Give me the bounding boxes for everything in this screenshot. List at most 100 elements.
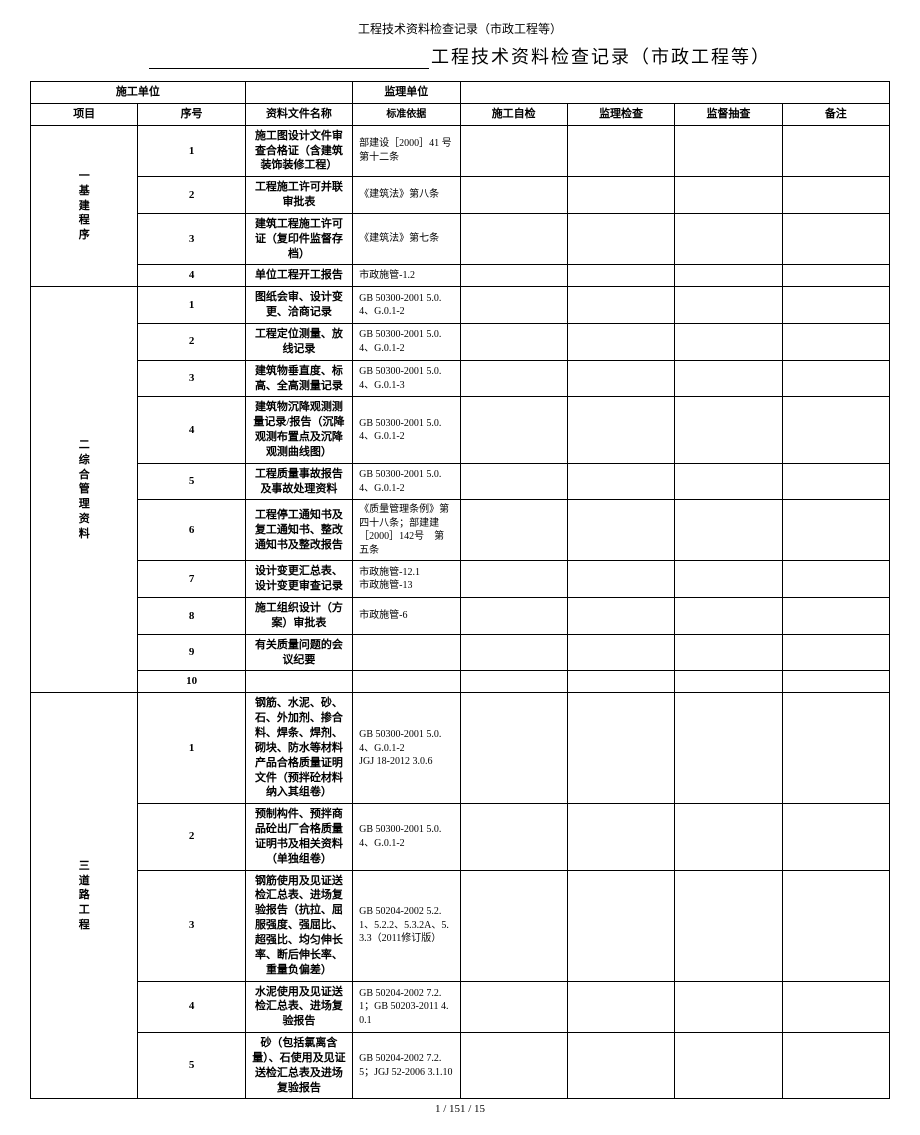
- row-standard: [353, 671, 460, 693]
- row-note: [782, 360, 889, 397]
- head-selfcheck: 施工自检: [460, 103, 567, 125]
- row-govcheck: [675, 360, 782, 397]
- row-standard: 《建筑法》第七条: [353, 213, 460, 265]
- head-project: 项目: [31, 103, 138, 125]
- row-selfcheck: [460, 671, 567, 693]
- row-selfcheck: [460, 634, 567, 671]
- row-supcheck: [567, 634, 674, 671]
- row-note: [782, 213, 889, 265]
- row-docname: 钢筋、水泥、砂、石、外加剂、掺合料、焊条、焊剂、砌块、防水等材料产品合格质量证明…: [245, 693, 352, 804]
- table-row: 10: [31, 671, 890, 693]
- main-table: 施工单位 监理单位 项目 序号 资料文件名称 标准依据 施工自检 监理检查 监督…: [30, 81, 890, 1099]
- table-row: 3建筑工程施工许可证（复印件监督存档）《建筑法》第七条: [31, 213, 890, 265]
- row-seq: 7: [138, 561, 245, 598]
- row-standard: GB 50300-2001 5.0.4、G.0.1-2: [353, 397, 460, 463]
- row-govcheck: [675, 981, 782, 1033]
- table-row: 4建筑物沉降观测测量记录/报告（沉降观测布置点及沉降观测曲线图）GB 50300…: [31, 397, 890, 463]
- row-selfcheck: [460, 360, 567, 397]
- row-note: [782, 981, 889, 1033]
- row-note: [782, 323, 889, 360]
- table-row: 二综合管理资料1图纸会审、设计变更、洽商记录GB 50300-2001 5.0.…: [31, 287, 890, 324]
- row-supcheck: [567, 981, 674, 1033]
- row-supcheck: [567, 177, 674, 214]
- row-govcheck: [675, 671, 782, 693]
- row-govcheck: [675, 265, 782, 287]
- row-standard: GB 50204-2002 7.2.5；JGJ 52-2006 3.1.10: [353, 1033, 460, 1099]
- row-standard: GB 50300-2001 5.0.4、G.0.1-2: [353, 287, 460, 324]
- row-standard: 市政施管-1.2: [353, 265, 460, 287]
- row-docname: 工程定位测量、放线记录: [245, 323, 352, 360]
- row-note: [782, 693, 889, 804]
- row-govcheck: [675, 177, 782, 214]
- row-govcheck: [675, 213, 782, 265]
- row-govcheck: [675, 500, 782, 561]
- row-docname: 建筑工程施工许可证（复印件监督存档）: [245, 213, 352, 265]
- row-selfcheck: [460, 323, 567, 360]
- row-supcheck: [567, 213, 674, 265]
- row-govcheck: [675, 323, 782, 360]
- row-standard: GB 50204-2002 7.2.1；GB 50203-2011 4.0.1: [353, 981, 460, 1033]
- head-docname: 资料文件名称: [245, 103, 352, 125]
- row-supcheck: [567, 265, 674, 287]
- row-seq: 3: [138, 360, 245, 397]
- row-seq: 1: [138, 693, 245, 804]
- row-seq: 2: [138, 323, 245, 360]
- row-seq: 3: [138, 870, 245, 981]
- row-seq: 6: [138, 500, 245, 561]
- row-supcheck: [567, 1033, 674, 1099]
- row-note: [782, 870, 889, 981]
- table-row: 6工程停工通知书及复工通知书、整改通知书及整改报告《质量管理条例》第四十八条；部…: [31, 500, 890, 561]
- head-standard: 标准依据: [353, 103, 460, 125]
- row-standard: GB 50300-2001 5.0.4、G.0.1-2: [353, 463, 460, 500]
- row-docname: 有关质量问题的会议纪要: [245, 634, 352, 671]
- row-standard: GB 50300-2001 5.0.4、G.0.1-2: [353, 323, 460, 360]
- row-govcheck: [675, 287, 782, 324]
- row-selfcheck: [460, 561, 567, 598]
- row-selfcheck: [460, 177, 567, 214]
- row-standard: GB 50300-2001 5.0.4、G.0.1-3: [353, 360, 460, 397]
- row-govcheck: [675, 804, 782, 870]
- row-supcheck: [567, 125, 674, 177]
- row-note: [782, 265, 889, 287]
- row-supcheck: [567, 397, 674, 463]
- row-docname: 工程质量事故报告及事故处理资料: [245, 463, 352, 500]
- table-row: 5砂（包括氯离含量）、石使用及见证送检汇总表及进场复验报告GB 50204-20…: [31, 1033, 890, 1099]
- head-note: 备注: [782, 103, 889, 125]
- row-docname: 设计变更汇总表、设计变更审查记录: [245, 561, 352, 598]
- row-seq: 4: [138, 265, 245, 287]
- row-govcheck: [675, 634, 782, 671]
- table-row: 7设计变更汇总表、设计变更审查记录市政施管-12.1 市政施管-13: [31, 561, 890, 598]
- row-standard: [353, 634, 460, 671]
- table-row: 2工程施工许可并联审批表《建筑法》第八条: [31, 177, 890, 214]
- row-docname: 图纸会审、设计变更、洽商记录: [245, 287, 352, 324]
- row-selfcheck: [460, 287, 567, 324]
- row-docname: 施工图设计文件审查合格证（含建筑装饰装修工程）: [245, 125, 352, 177]
- row-govcheck: [675, 1033, 782, 1099]
- row-selfcheck: [460, 981, 567, 1033]
- header-row: 项目 序号 资料文件名称 标准依据 施工自检 监理检查 监督抽查 备注: [31, 103, 890, 125]
- head-supcheck: 监理检查: [567, 103, 674, 125]
- row-seq: 2: [138, 804, 245, 870]
- table-row: 一基建程序1施工图设计文件审查合格证（含建筑装饰装修工程）部建设［2000］41…: [31, 125, 890, 177]
- row-standard: 部建设［2000］41 号第十二条: [353, 125, 460, 177]
- section-label: 三道路工程: [31, 693, 138, 1099]
- row-govcheck: [675, 397, 782, 463]
- row-standard: GB 50300-2001 5.0.4、G.0.1-2: [353, 804, 460, 870]
- constructor-label: 施工单位: [31, 82, 246, 104]
- row-seq: 3: [138, 213, 245, 265]
- row-docname: 单位工程开工报告: [245, 265, 352, 287]
- row-standard: 市政施管-6: [353, 598, 460, 635]
- row-selfcheck: [460, 1033, 567, 1099]
- row-selfcheck: [460, 500, 567, 561]
- row-selfcheck: [460, 804, 567, 870]
- row-standard: GB 50300-2001 5.0.4、G.0.1-2 JGJ 18-2012 …: [353, 693, 460, 804]
- table-row: 5工程质量事故报告及事故处理资料GB 50300-2001 5.0.4、G.0.…: [31, 463, 890, 500]
- row-selfcheck: [460, 213, 567, 265]
- row-docname: 施工组织设计（方案）审批表: [245, 598, 352, 635]
- row-seq: 1: [138, 287, 245, 324]
- row-seq: 10: [138, 671, 245, 693]
- row-govcheck: [675, 561, 782, 598]
- row-note: [782, 634, 889, 671]
- supervisor-label: 监理单位: [353, 82, 460, 104]
- page-small-title: 工程技术资料检查记录（市政工程等）: [30, 20, 890, 37]
